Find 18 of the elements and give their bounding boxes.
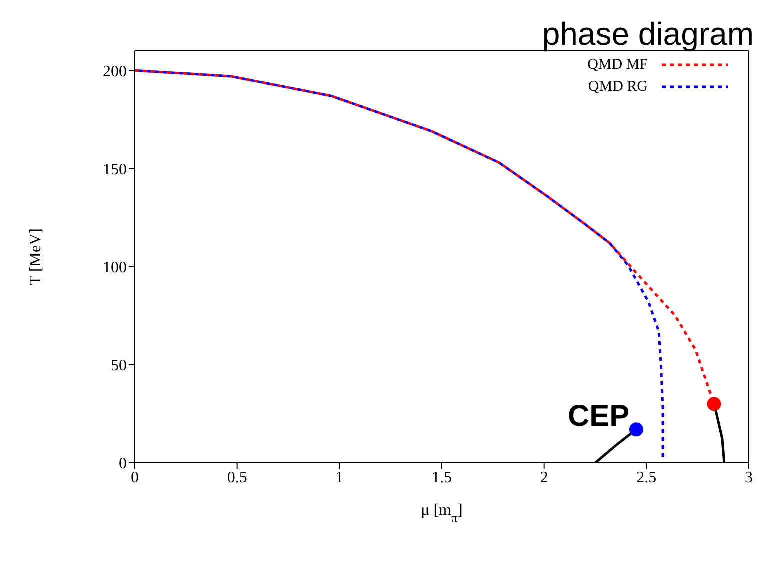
x-tick-label: 0.5	[227, 469, 248, 486]
annotation: CEP	[568, 400, 630, 434]
legend-label: QMD RG	[588, 78, 648, 96]
chart-title: phase diagram	[542, 16, 754, 53]
x-tick-label: 2	[540, 469, 548, 486]
x-tick-label: 1.5	[432, 469, 452, 486]
x-tick-label: 1	[336, 469, 344, 486]
y-axis-title: T [MeV]	[28, 228, 45, 286]
x-tick-label: 0	[131, 469, 139, 486]
y-tick-label: 150	[103, 161, 127, 178]
x-tick-label: 3	[745, 469, 753, 486]
x-tick-label: 2.5	[636, 469, 657, 486]
legend-label: QMD MF	[588, 56, 648, 74]
y-tick-label: 100	[103, 259, 127, 276]
y-tick-label: 0	[119, 456, 127, 473]
x-axis-title: μ [m$_{π}$]	[421, 502, 463, 525]
y-tick-label: 200	[103, 63, 127, 80]
y-tick-label: 50	[111, 358, 127, 375]
